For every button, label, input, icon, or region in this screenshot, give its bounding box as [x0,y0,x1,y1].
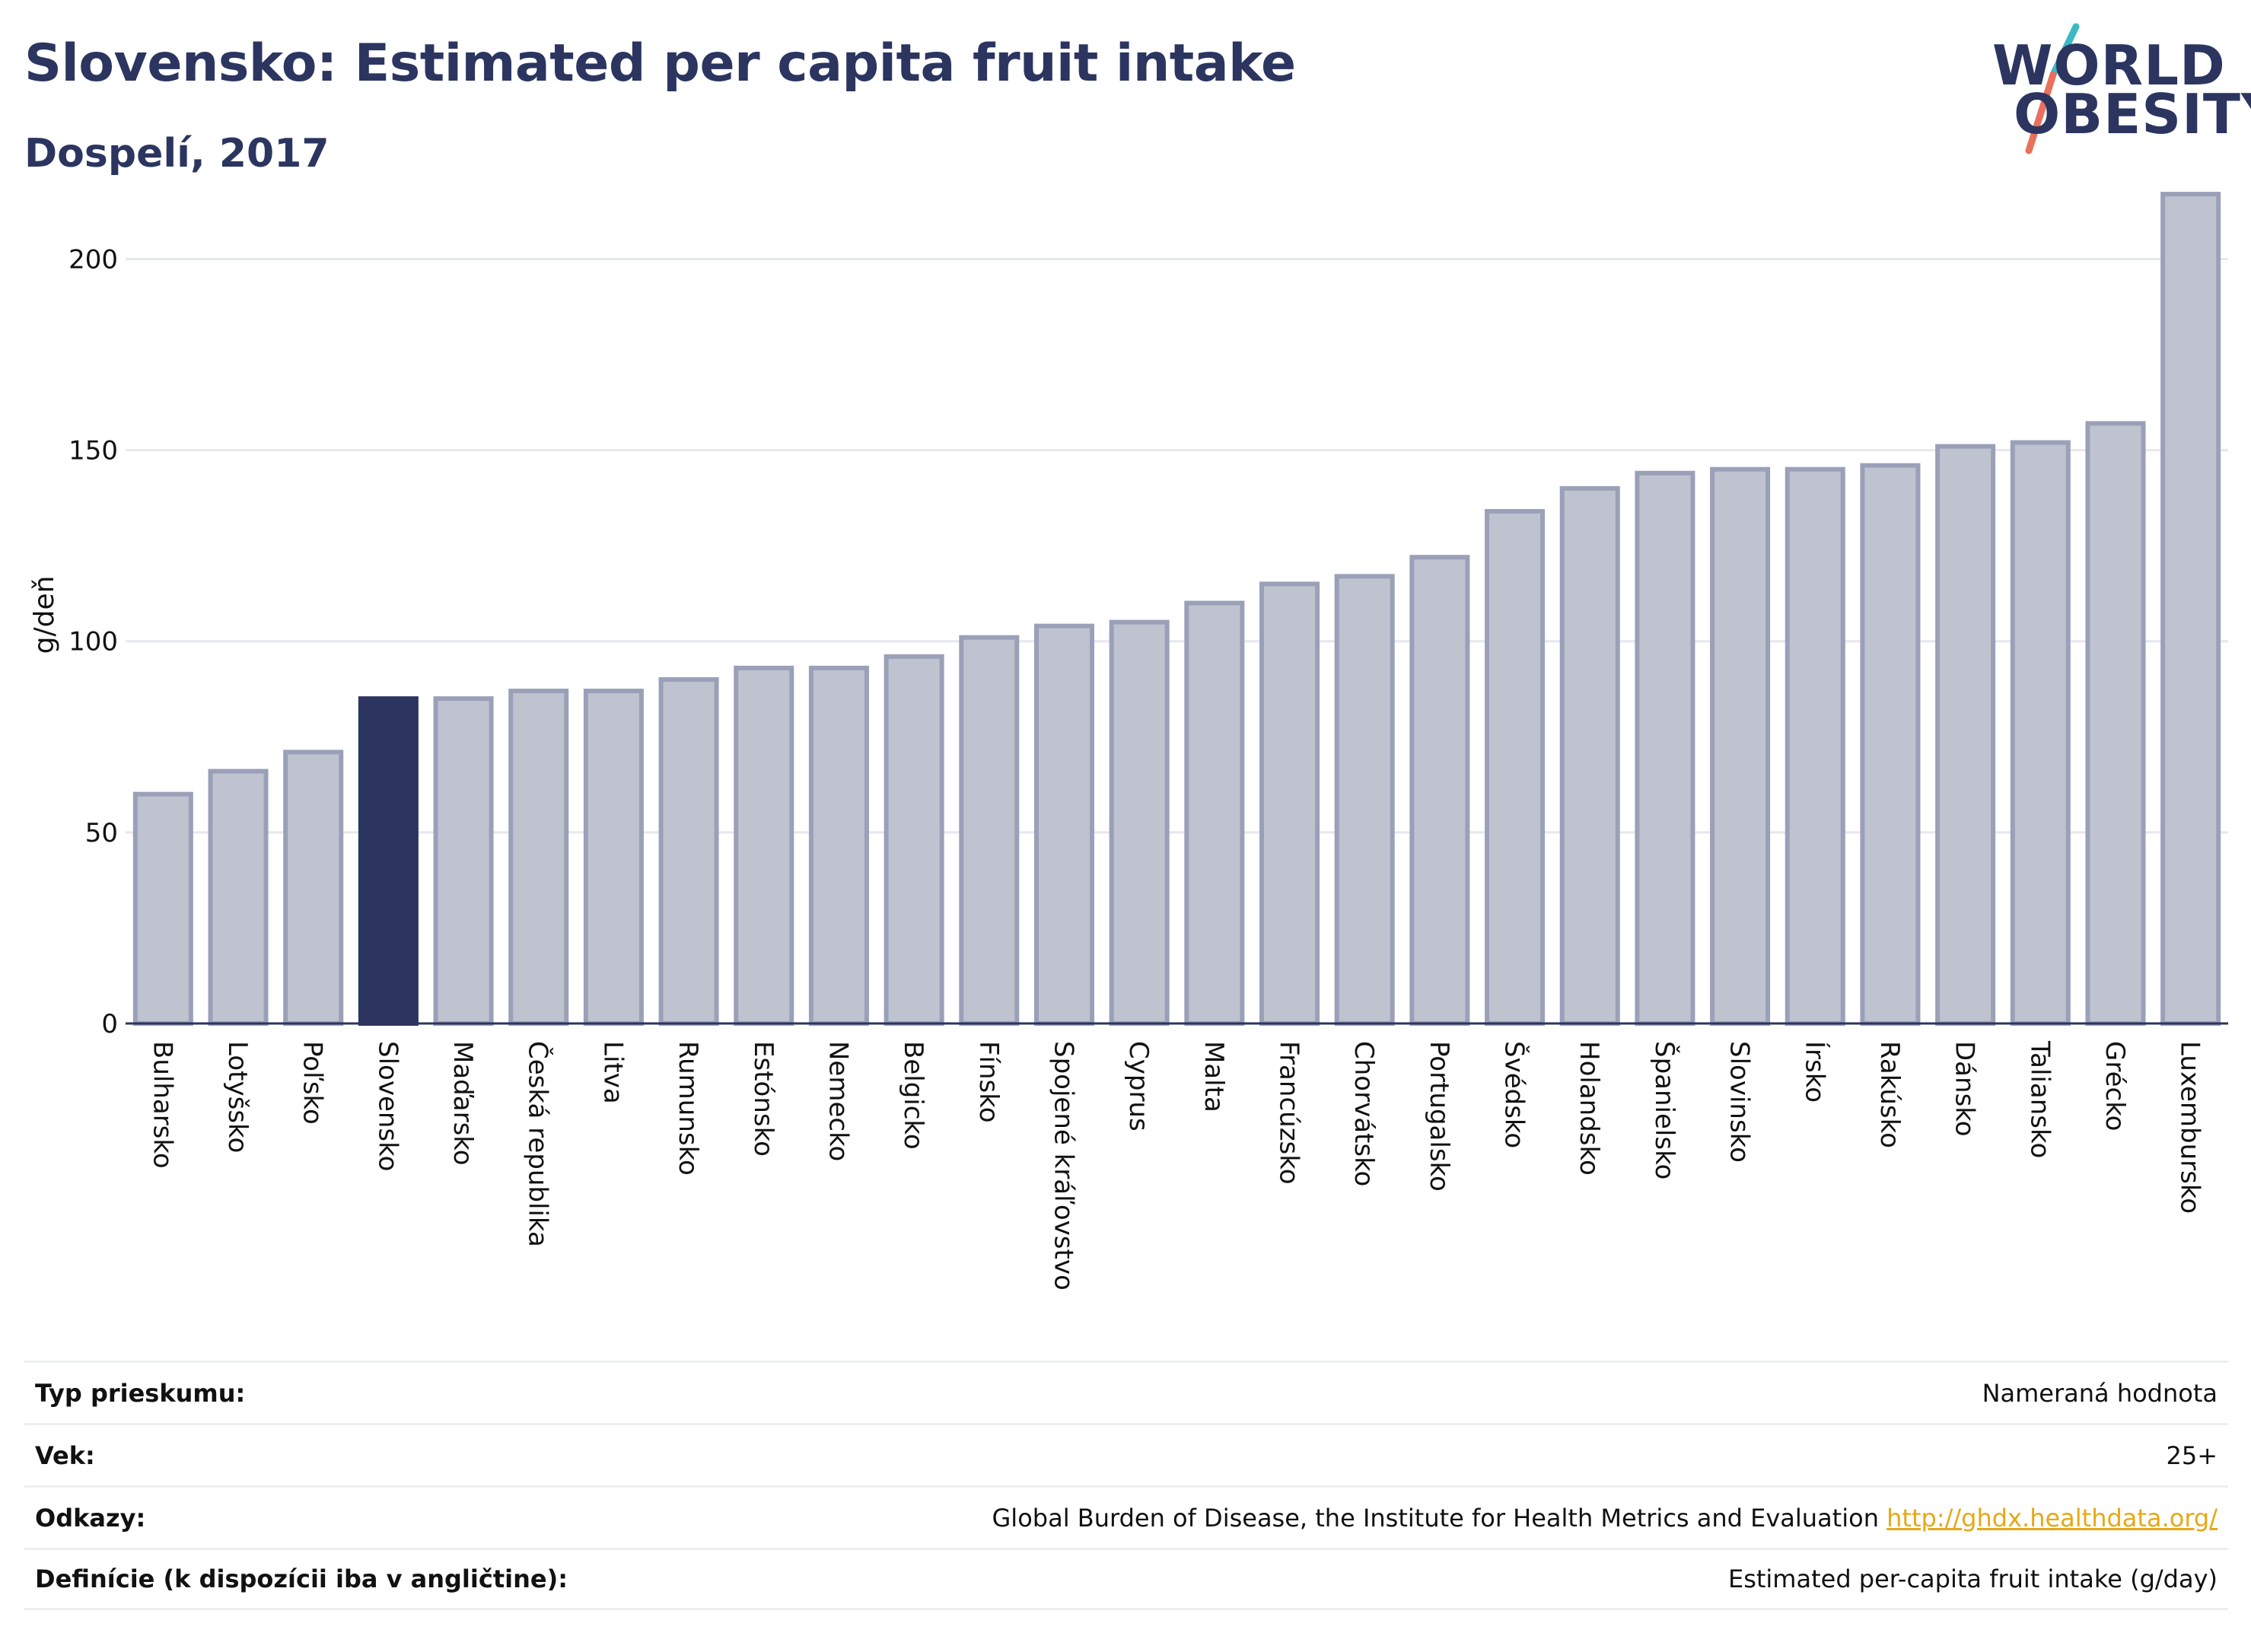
bar-6 [583,689,644,1026]
bar-11 [959,635,1020,1026]
x-tick-label: Holandsko [1574,1041,1604,1176]
x-tick-label: Grécko [2100,1041,2130,1131]
world-obesity-logo: WORLD OBESITY [1979,23,2251,160]
x-tick-label: Malta [1199,1041,1229,1112]
bar-4 [433,696,494,1026]
y-tick-label: 200 [68,244,118,275]
info-label: Odkazy: [35,1503,146,1533]
x-tick-label: Nemecko [823,1041,853,1161]
bar-chart: 0 50 100 150 200 g/deň Bulharsko Lotyšsko Poľs… [29,192,2228,1291]
x-tick-label: Rumunsko [673,1041,703,1176]
bar-24 [1935,444,1996,1026]
logo-slash-icon [2025,23,2080,154]
y-tick-label: 50 [85,818,118,848]
x-tick-label: Portugalsko [1424,1041,1454,1192]
bar-3 [358,696,419,1026]
x-tick-label: Fínsko [973,1041,1004,1123]
y-axis-label: g/deň [29,576,60,654]
bar-9 [808,665,869,1026]
reference-text: Global Burden of Disease, the Institute … [992,1503,1879,1533]
info-value: Estimated per-capita fruit intake (g/day… [1727,1564,2218,1593]
bar-25 [2010,440,2071,1026]
x-tick-label: Spojené kráľovstvo [1048,1041,1078,1291]
info-row-survey-type: Typ prieskumu: Nameraná hodnota [24,1361,2228,1423]
bar-17 [1409,555,1470,1026]
x-tick-label: Slovensko [372,1041,403,1171]
bar-19 [1559,485,1620,1026]
info-label: Definície (k dispozícii iba v angličtine… [35,1564,568,1593]
info-label: Typ prieskumu: [35,1378,246,1408]
bar-1 [208,769,269,1026]
x-axis-labels: Bulharsko Lotyšsko Poľsko Slovensko Maďarsko… [147,1040,2205,1291]
y-axis-ticks: 0 50 100 150 200 [68,244,118,1039]
bar-20 [1635,470,1695,1026]
info-table: Typ prieskumu: Nameraná hodnota Vek: 25+… [24,1361,2228,1610]
logo-text-world: WORLD [1992,33,2226,97]
y-tick-label: 0 [101,1009,118,1039]
x-tick-label: Írsko [1799,1041,1830,1103]
bar-16 [1334,574,1395,1026]
info-row-definitions: Definície (k dispozícii iba v angličtine… [24,1548,2228,1610]
logo-text-obesity: OBESITY [2014,82,2251,146]
x-tick-label: Španielsko [1649,1041,1680,1179]
bar-2 [283,750,344,1026]
reference-link[interactable]: http://ghdx.healthdata.org/ [1886,1503,2218,1533]
bar-27 [2160,192,2221,1026]
bar-18 [1485,508,1546,1026]
bar-12 [1033,623,1094,1026]
bar-26 [2085,421,2146,1026]
x-tick-label: Slovinsko [1724,1041,1755,1163]
x-tick-label: Maďarsko [447,1041,478,1166]
info-row-references: Odkazy: Global Burden of Disease, the In… [24,1485,2228,1548]
y-tick-label: 100 [68,627,118,657]
x-tick-label: Rakúsko [1874,1041,1905,1148]
page-title: Slovensko: Estimated per capita fruit in… [24,33,1296,94]
x-tick-label: Poľsko [298,1041,328,1125]
x-tick-label: Česká republika [523,1041,554,1247]
page-subtitle: Dospelí, 2017 [24,131,330,177]
info-value: Nameraná hodnota [1982,1378,2218,1408]
x-tick-label: Cyprus [1123,1041,1154,1132]
x-tick-label: Francúzsko [1274,1041,1304,1185]
bar-13 [1109,619,1170,1026]
x-tick-label: Chorvátsko [1348,1041,1379,1186]
x-tick-label: Lotyšsko [222,1041,253,1153]
x-tick-label: Belgicko [898,1041,928,1150]
x-tick-label: Bulharsko [147,1041,177,1169]
info-label: Vek: [35,1440,95,1470]
bar-15 [1259,581,1320,1026]
bar-21 [1710,466,1771,1026]
info-value: 25+ [2166,1440,2218,1470]
x-tick-label: Luxembursko [2175,1041,2205,1214]
x-tick-label: Litva [597,1041,628,1104]
bars [132,192,2221,1026]
x-tick-label: Estónsko [748,1041,778,1157]
bar-10 [884,654,944,1026]
info-value-references: Global Burden of Disease, the Institute … [992,1504,2218,1533]
x-tick-label: Taliansko [2024,1040,2055,1158]
bar-5 [508,689,569,1026]
y-tick-label: 150 [68,436,118,466]
bar-22 [1785,466,1845,1026]
bar-7 [658,676,719,1026]
info-row-age: Vek: 25+ [24,1423,2228,1485]
bar-14 [1184,600,1245,1026]
x-tick-label: Švédsko [1499,1041,1530,1148]
x-tick-label: Dánsko [1950,1041,1980,1137]
bar-8 [734,665,794,1026]
bar-0 [132,791,193,1026]
bar-23 [1860,463,1921,1026]
